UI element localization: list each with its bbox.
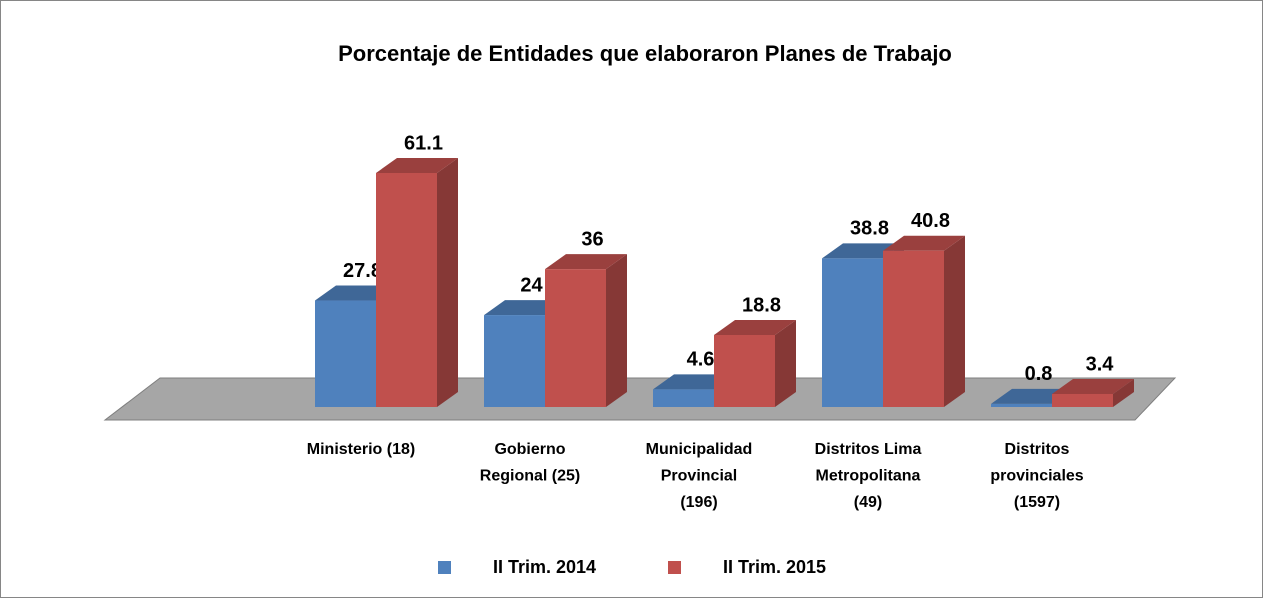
data-label: 4.6 bbox=[687, 349, 715, 371]
legend-swatch bbox=[438, 561, 451, 574]
data-label: 27.8 bbox=[343, 260, 382, 282]
bar-top bbox=[376, 157, 458, 173]
x-tick-label: Distritos Lima Metropolitana (49) bbox=[815, 441, 922, 511]
x-tick-label: Gobierno Regional (25) bbox=[480, 441, 580, 485]
bar-front bbox=[883, 250, 944, 407]
bar bbox=[883, 235, 965, 407]
bar-front bbox=[1052, 393, 1113, 407]
data-label: 40.8 bbox=[911, 210, 950, 232]
data-label: 24 bbox=[520, 274, 543, 296]
data-label: 18.8 bbox=[742, 294, 781, 316]
data-label: 36 bbox=[581, 228, 603, 250]
bar-side bbox=[775, 319, 796, 407]
bar-front bbox=[315, 300, 376, 407]
data-label: 61.1 bbox=[404, 132, 443, 154]
x-tick-label: Municipalidad Provincial (196) bbox=[646, 441, 753, 511]
bar bbox=[545, 254, 627, 407]
bar-front bbox=[484, 315, 545, 407]
bar-front bbox=[376, 172, 437, 407]
bar bbox=[1052, 378, 1134, 407]
bar-side bbox=[606, 254, 627, 407]
bar-front bbox=[991, 403, 1052, 407]
bar-front bbox=[822, 258, 883, 407]
bar-side bbox=[1113, 378, 1134, 407]
bar bbox=[376, 157, 458, 407]
bar-top bbox=[545, 254, 627, 270]
bar-top bbox=[883, 235, 965, 251]
x-tick-label: Ministerio (18) bbox=[307, 441, 415, 458]
legend-label: II Trim. 2015 bbox=[723, 557, 826, 577]
data-label: 3.4 bbox=[1086, 353, 1115, 375]
bar-side bbox=[944, 235, 965, 407]
data-label: 0.8 bbox=[1025, 363, 1053, 385]
legend-swatch bbox=[668, 561, 681, 574]
bar-front bbox=[545, 269, 606, 407]
bar-front bbox=[714, 334, 775, 407]
bar bbox=[714, 319, 796, 407]
bar-side bbox=[437, 157, 458, 407]
chart-title: Porcentaje de Entidades que elaboraron P… bbox=[338, 41, 952, 66]
legend-label: II Trim. 2014 bbox=[493, 557, 596, 577]
data-label: 38.8 bbox=[850, 218, 889, 240]
bar-top bbox=[1052, 378, 1134, 394]
bar-top bbox=[714, 319, 796, 335]
x-tick-label: Distritos provinciales (1597) bbox=[990, 441, 1083, 511]
bar-front bbox=[653, 389, 714, 407]
